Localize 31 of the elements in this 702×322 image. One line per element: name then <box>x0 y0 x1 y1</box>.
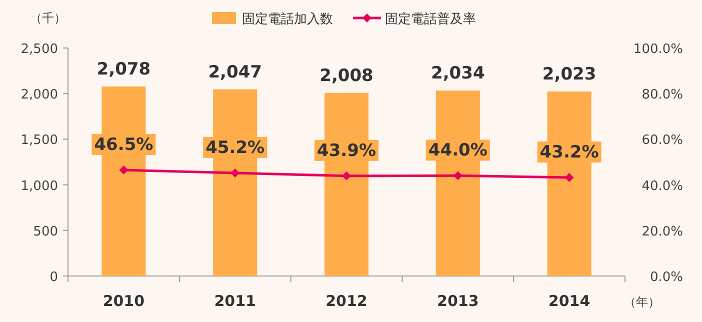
data-label: 46.5% <box>94 134 154 155</box>
y2-tick-label: 0.0% <box>650 270 683 285</box>
y-tick-label: 1,500 <box>20 133 58 148</box>
x-tick-label: 2010 <box>102 292 145 310</box>
data-label: 44.0% <box>428 140 488 161</box>
y-tick-label: 2,500 <box>20 42 58 57</box>
x-tick-label: 2013 <box>437 292 479 310</box>
y-tick-label: 2,000 <box>20 88 58 103</box>
data-label: 45.2% <box>206 138 265 158</box>
y-tick-label: 1,000 <box>20 178 58 194</box>
data-label: 2,023 <box>542 64 596 84</box>
x-tick-label: 2012 <box>326 292 368 310</box>
data-label: 43.9% <box>317 140 376 161</box>
y-tick-label: 500 <box>33 224 58 240</box>
data-label: 2,034 <box>431 64 485 84</box>
y2-tick-label: 20.0% <box>642 224 683 240</box>
x-tick-label: 2014 <box>548 292 590 310</box>
y2-tick-label: 60.0% <box>642 133 683 148</box>
data-label: 2,078 <box>96 59 151 80</box>
data-label: 43.2% <box>540 142 599 163</box>
legend-label: 固定電話普及率 <box>385 11 476 27</box>
y2-tick-label: 40.0% <box>642 178 683 194</box>
y2-tick-label: 100.0% <box>633 42 683 57</box>
data-label: 2,047 <box>208 62 262 82</box>
x-tick-label: 2011 <box>214 292 256 310</box>
data-label: 2,008 <box>320 66 374 86</box>
y-tick-label: 0 <box>50 270 58 285</box>
x-axis-title: （年） <box>624 295 660 309</box>
y2-tick-label: 80.0% <box>642 88 683 103</box>
legend-label: 固定電話加入数 <box>242 12 333 27</box>
y-axis-title: （千） <box>30 11 66 25</box>
